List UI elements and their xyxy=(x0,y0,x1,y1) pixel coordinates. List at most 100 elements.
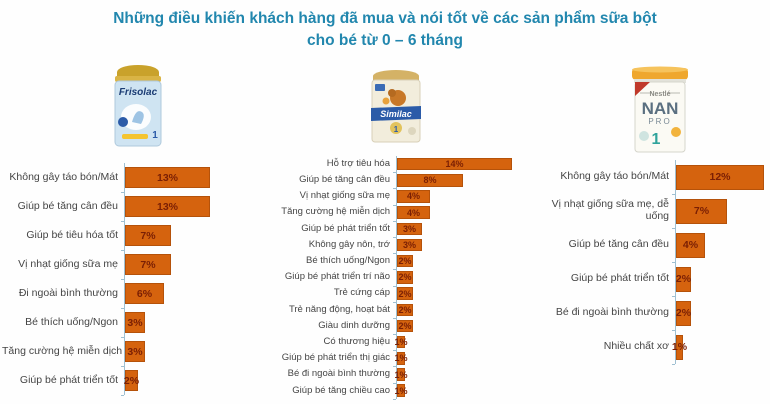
bar: 6% xyxy=(125,283,164,304)
bar: 7% xyxy=(125,225,171,246)
bar: 3% xyxy=(125,312,145,333)
chart-title: Những điều khiến khách hàng đã mua và nó… xyxy=(0,8,770,53)
similac-can-illustration: Similac 1 xyxy=(371,70,421,143)
product-image-nan: Nestlé NAN PRO 1 xyxy=(626,66,694,160)
category-label: Giúp bé phát triển tốt xyxy=(301,222,390,234)
bar-value-label: 4% xyxy=(406,191,420,202)
bar-track: 4% xyxy=(672,228,770,263)
category-label: Giàu dinh dưỡng xyxy=(318,319,390,331)
bar-row: Bé đi ngoài bình thường 2% xyxy=(534,296,770,331)
bar-row: Trẻ năng động, hoạt bát 2% xyxy=(258,301,520,320)
bar-row: Tăng cường hệ miễn dịch 4% xyxy=(258,204,520,222)
bar-row: Tăng cường hệ miễn dịch 3% xyxy=(2,337,250,367)
bar-row: Bé thích uống/Ngon 2% xyxy=(258,253,520,271)
bar-track: 6% xyxy=(121,279,250,309)
bar-value-label: 7% xyxy=(693,205,710,217)
bar-track: 2% xyxy=(672,296,770,331)
bar-row: Đi ngoài bình thường 6% xyxy=(2,279,250,309)
frisolac-stage-text: 1 xyxy=(152,130,158,141)
bar: 3% xyxy=(397,222,422,236)
frisolac-brand-text: Frisolac xyxy=(119,87,158,98)
category-label: Tăng cường hệ miễn dịch xyxy=(2,344,123,357)
bar-value-label: 2% xyxy=(675,273,692,285)
bar-row: Giúp bé tăng cân đều 13% xyxy=(2,192,250,222)
bar-value-label: 2% xyxy=(675,307,692,319)
chart-title-line1: Những điều khiến khách hàng đã mua và nó… xyxy=(113,10,657,27)
bar-row: Không gây nôn, trớ 3% xyxy=(258,236,520,255)
bar-track: 8% xyxy=(393,172,520,190)
category-label: Hỗ trợ tiêu hóa xyxy=(326,157,390,169)
bar-value-label: 3% xyxy=(402,240,416,251)
category-label: Đi ngoài bình thường xyxy=(18,286,118,299)
category-label: Giúp bé tiêu hóa tốt xyxy=(26,228,118,241)
bar-row: Không gây táo bón/Mát 12% xyxy=(534,160,770,195)
bar-row: Có thương hiệu 1% xyxy=(258,334,520,352)
bar-track: 14% xyxy=(393,156,520,174)
product-image-frisolac: Frisolac 1 xyxy=(106,62,170,154)
bar-track: 7% xyxy=(672,194,770,229)
bar: 2% xyxy=(397,319,413,333)
bar-row: Giàu dinh dưỡng 2% xyxy=(258,317,520,336)
bar-row: Giúp bé tăng cân đều 8% xyxy=(258,172,520,190)
bar-value-label: 2% xyxy=(398,272,412,283)
product-image-similac: Similac 1 xyxy=(366,68,426,148)
bar-track: 1% xyxy=(393,334,520,352)
category-label: Tăng cường hệ miễn dịch xyxy=(281,206,390,218)
bar-value-label: 3% xyxy=(127,345,143,358)
category-label: Trẻ năng động, hoạt bát xyxy=(288,303,390,315)
nan-brand-text: NAN xyxy=(642,99,679,118)
bar-track: 1% xyxy=(393,382,520,401)
bar-value-label: 3% xyxy=(402,223,416,234)
bar: 2% xyxy=(675,300,692,326)
bar-value-label: 2% xyxy=(398,304,412,315)
bar-value-label: 2% xyxy=(398,256,412,267)
bar-value-label: 8% xyxy=(423,175,437,186)
category-label: Có thương hiệu xyxy=(323,335,390,347)
category-label: Nhiều chất xơ xyxy=(603,340,669,353)
bar: 1% xyxy=(395,335,408,349)
category-label: Giúp bé tăng chiều cao xyxy=(292,384,390,396)
bar-value-label: 7% xyxy=(140,229,156,242)
bar-value-label: 6% xyxy=(136,287,153,300)
bar: 14% xyxy=(397,157,512,171)
bar-track: 1% xyxy=(672,330,770,365)
bar-chart-frisolac: Không gây táo bón/Mát 13% Giúp bé tăng cân… xyxy=(2,163,250,396)
bar: 7% xyxy=(125,254,171,275)
category-label: Giúp bé phát triển thị giác xyxy=(281,352,390,364)
bar: 2% xyxy=(123,370,140,391)
bar-row: Hỗ trợ tiêu hóa 14% xyxy=(258,156,520,174)
bar-track: 3% xyxy=(393,236,520,255)
category-label: Không gây nôn, trớ xyxy=(308,238,390,250)
bar-track: 2% xyxy=(393,317,520,336)
bar-row: Vị nhạt giống sữa mẹ, dễ uống 7% xyxy=(534,194,770,229)
bar-track: 7% xyxy=(121,250,250,280)
category-label: Vị nhạt giống sữa mẹ xyxy=(299,190,390,202)
bar-track: 1% xyxy=(393,366,520,384)
bar-value-label: 4% xyxy=(406,207,420,218)
bar-row: Không gây táo bón/Mát 13% xyxy=(2,163,250,193)
category-label: Giúp bé tăng cân đều xyxy=(568,238,669,251)
bar-row: Bé đi ngoài bình thường 1% xyxy=(258,366,520,384)
bar-row: Giúp bé tăng cân đều 4% xyxy=(534,228,770,263)
bar: 12% xyxy=(676,164,764,190)
bar: 4% xyxy=(676,232,705,258)
category-label: Vị nhạt giống sữa mẹ xyxy=(18,257,118,270)
category-label: Không gây táo bón/Mát xyxy=(560,170,669,183)
bar-value-label: 2% xyxy=(123,374,140,387)
bar-chart-similac: Hỗ trợ tiêu hóa 14% Giúp bé tăng cân đều 8%… xyxy=(258,156,520,401)
bar-row: Trẻ cứng cáp 2% xyxy=(258,285,520,303)
bar-track: 13% xyxy=(121,163,250,193)
category-label: Bé thích uống/Ngon xyxy=(25,315,118,328)
bar-value-label: 13% xyxy=(156,171,178,184)
frisolac-can-illustration: Frisolac 1 xyxy=(114,65,162,147)
category-label: Giúp bé phát triển trí não xyxy=(284,271,390,283)
bar-track: 7% xyxy=(121,221,250,251)
bar: 2% xyxy=(397,303,413,317)
bar: 1% xyxy=(672,334,687,360)
category-label: Giúp bé tăng cân đều xyxy=(17,199,118,212)
category-label: Trẻ cứng cáp xyxy=(333,287,390,299)
bar-row: Nhiều chất xơ 1% xyxy=(534,330,770,365)
bar-value-label: 1% xyxy=(394,369,408,380)
bar: 4% xyxy=(397,206,430,219)
